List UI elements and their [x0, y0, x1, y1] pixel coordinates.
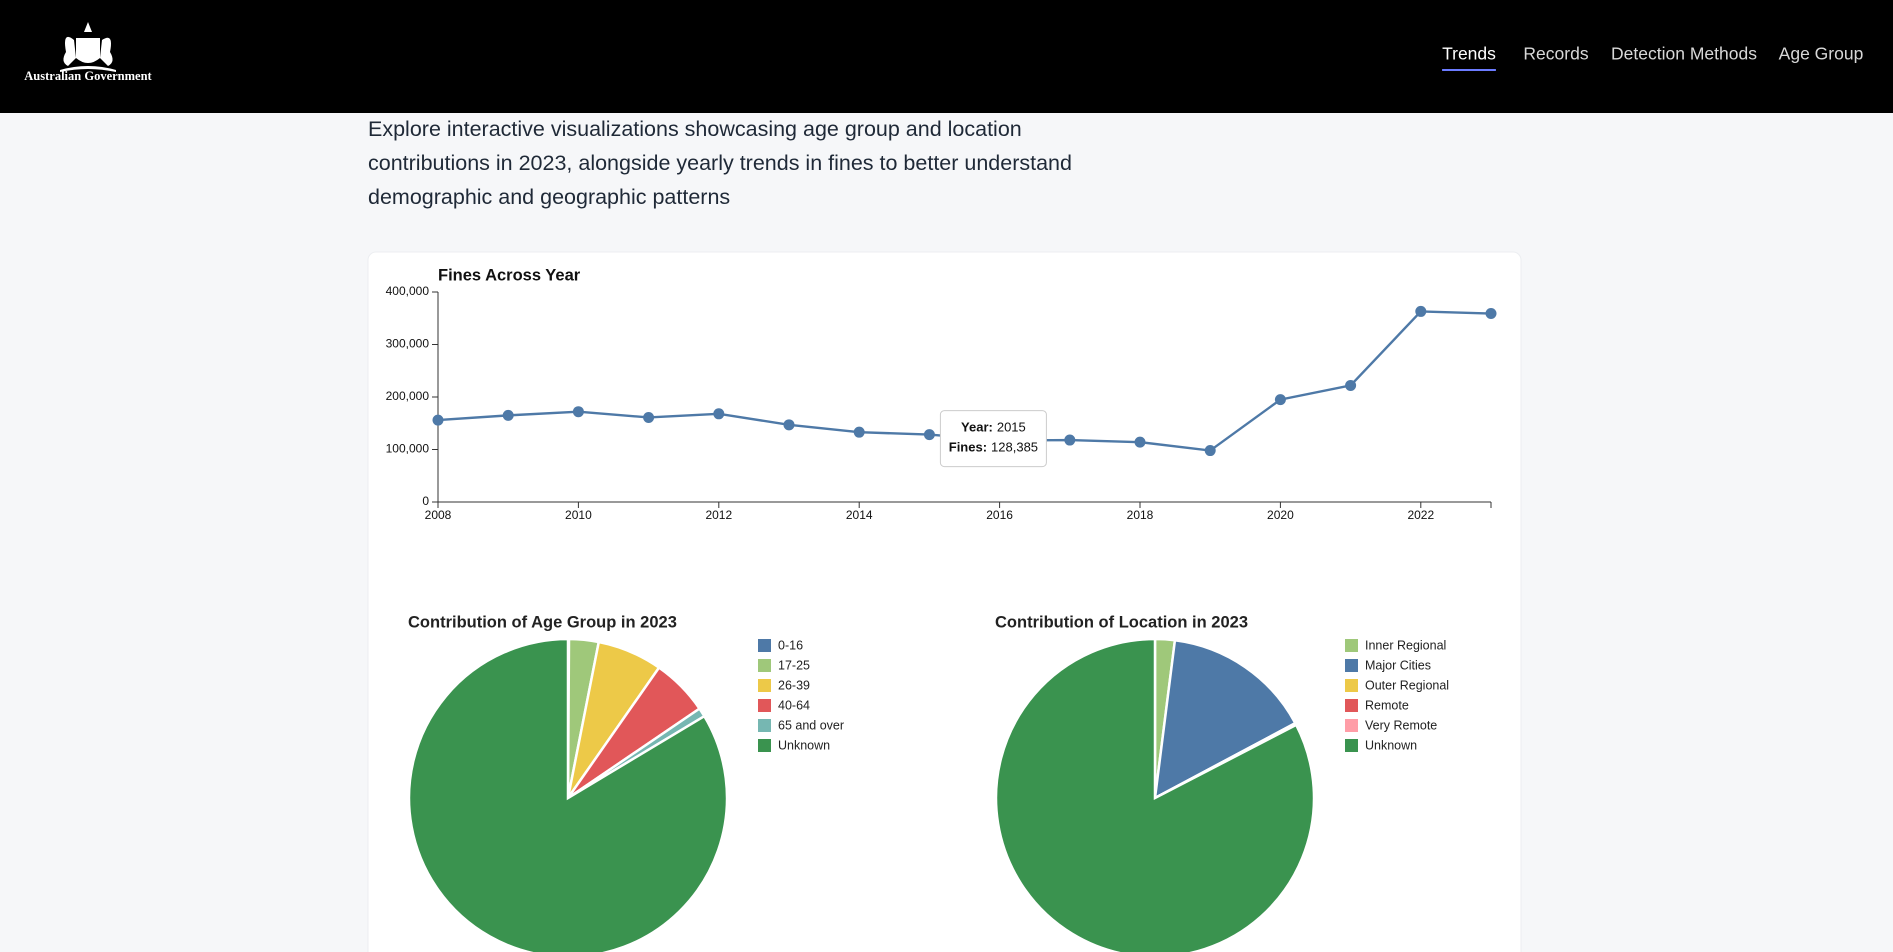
- y-tick-label: 0: [422, 494, 429, 508]
- logo-crest[interactable]: [60, 22, 116, 72]
- x-tick-label: 2014: [846, 508, 873, 522]
- pie-title: Contribution of Age Group in 2023: [408, 613, 677, 631]
- y-tick-label: 400,000: [386, 284, 430, 298]
- pie-slice: [1153, 638, 1297, 801]
- legend-label: 17-25: [778, 658, 810, 672]
- legend-swatch: [758, 699, 771, 712]
- tooltip-box: [939, 410, 1047, 468]
- tooltip-year-label: Year:: [961, 420, 993, 435]
- legend-label: Inner Regional: [1365, 638, 1446, 652]
- tooltip-year-value: 2015: [997, 420, 1026, 435]
- x-tick-label: 2012: [705, 508, 732, 522]
- pie-slice: [994, 637, 1316, 952]
- legend-label: 65 and over: [778, 718, 844, 732]
- legend-swatch: [758, 739, 771, 752]
- intro-text: Explore interactive visualizations showc…: [368, 117, 1072, 209]
- data-point: [643, 411, 655, 423]
- data-point: [713, 408, 725, 420]
- legend-label: 40-64: [778, 698, 810, 712]
- tooltip-year: Year: 2015: [961, 420, 1026, 435]
- legend-swatch: [758, 639, 771, 652]
- y-tick-label: 100,000: [386, 442, 430, 456]
- legend-swatch: [1345, 719, 1358, 732]
- data-point: [432, 414, 444, 426]
- data-point: [502, 409, 514, 421]
- x-tick-label: 2016: [986, 508, 1013, 522]
- tooltip-fines-value: 128,385: [991, 440, 1038, 455]
- data-point: [1415, 305, 1427, 317]
- data-point: [1134, 436, 1146, 448]
- y-tick-label: 200,000: [386, 389, 430, 403]
- nav-active-underline: [1442, 69, 1496, 71]
- data-point: [572, 406, 584, 418]
- legend-label: Unknown: [1365, 738, 1417, 752]
- legend-swatch: [758, 659, 771, 672]
- tooltip-fines-label: Fines:: [949, 440, 987, 455]
- data-point: [783, 419, 795, 431]
- data-point: [1485, 308, 1497, 320]
- legend-swatch: [758, 719, 771, 732]
- x-tick-label: 2020: [1267, 508, 1294, 522]
- pie-title: Contribution of Location in 2023: [995, 613, 1248, 631]
- header-bar: [0, 0, 1893, 113]
- legend-swatch: [758, 679, 771, 692]
- data-point: [1204, 445, 1216, 457]
- data-point: [853, 426, 865, 438]
- legend-label: Very Remote: [1365, 718, 1437, 732]
- logo-text: Australian Government: [24, 69, 152, 83]
- data-point: [923, 429, 935, 441]
- data-point: [1274, 394, 1286, 406]
- legend-label: 26-39: [778, 678, 810, 692]
- nav-link[interactable]: Trends: [1442, 44, 1496, 64]
- legend-label: Outer Regional: [1365, 678, 1449, 692]
- chart-title: Fines Across Year: [438, 266, 581, 284]
- nav-link[interactable]: Age Group: [1779, 44, 1864, 64]
- x-tick-label: 2010: [565, 508, 592, 522]
- legend-swatch: [1345, 699, 1358, 712]
- legend-label: Major Cities: [1365, 658, 1431, 672]
- x-tick-label: 2022: [1407, 508, 1434, 522]
- legend-label: Unknown: [778, 738, 830, 752]
- legend-swatch: [1345, 639, 1358, 652]
- tooltip-fines: Fines: 128,385: [949, 440, 1038, 455]
- legend-swatch: [1345, 659, 1358, 672]
- legend-swatch: [1345, 739, 1358, 752]
- x-tick-label: 2018: [1127, 508, 1154, 522]
- data-point: [1064, 434, 1076, 446]
- nav-link[interactable]: Records: [1523, 44, 1588, 64]
- y-tick-label: 300,000: [386, 337, 430, 351]
- nav-link[interactable]: Detection Methods: [1611, 44, 1757, 64]
- x-tick-label: 2008: [425, 508, 452, 522]
- pie-slice: [407, 637, 729, 952]
- data-point: [1345, 379, 1357, 391]
- legend-label: Remote: [1365, 698, 1409, 712]
- legend-label: 0-16: [778, 638, 803, 652]
- legend-swatch: [1345, 679, 1358, 692]
